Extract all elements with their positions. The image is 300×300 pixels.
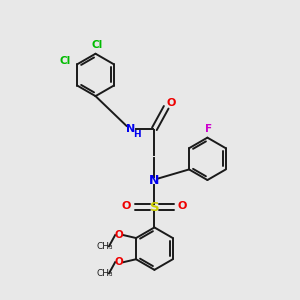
Text: Cl: Cl — [59, 56, 70, 66]
Text: S: S — [150, 201, 159, 214]
Text: O: O — [178, 201, 187, 211]
Text: O: O — [122, 201, 131, 211]
Text: H: H — [134, 130, 141, 139]
Text: CH₃: CH₃ — [96, 269, 113, 278]
Text: N: N — [149, 174, 160, 188]
Text: O: O — [114, 257, 123, 267]
Text: O: O — [114, 230, 123, 240]
Text: CH₃: CH₃ — [96, 242, 113, 251]
Text: N: N — [126, 124, 136, 134]
Text: O: O — [167, 98, 176, 108]
Text: F: F — [205, 124, 212, 134]
Text: Cl: Cl — [92, 40, 103, 50]
